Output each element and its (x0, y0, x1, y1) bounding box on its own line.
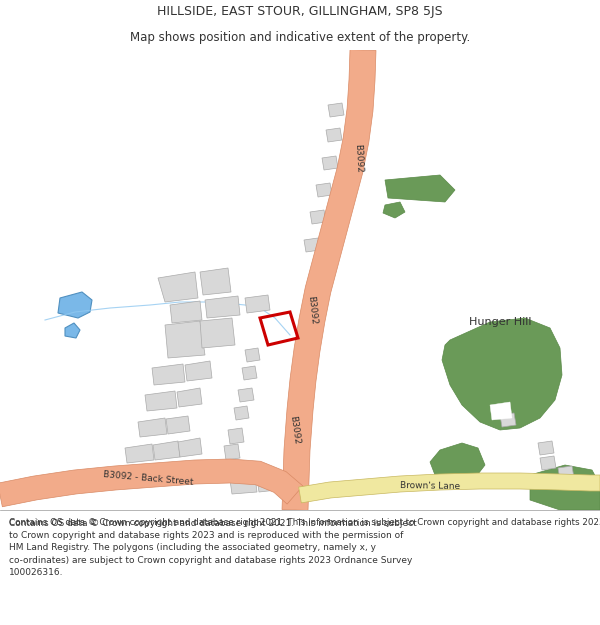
Polygon shape (310, 210, 326, 224)
Polygon shape (234, 406, 249, 420)
Polygon shape (316, 183, 332, 197)
Polygon shape (230, 477, 257, 494)
Polygon shape (205, 296, 240, 318)
Polygon shape (178, 438, 202, 457)
Polygon shape (242, 366, 257, 380)
Polygon shape (65, 323, 80, 338)
Text: B3092 - Back Street: B3092 - Back Street (103, 469, 193, 486)
Polygon shape (125, 444, 154, 463)
Polygon shape (228, 428, 244, 444)
Polygon shape (540, 456, 556, 470)
Polygon shape (326, 128, 342, 142)
Polygon shape (282, 49, 376, 511)
Polygon shape (257, 475, 277, 492)
Polygon shape (328, 103, 344, 117)
Polygon shape (385, 175, 455, 202)
Polygon shape (430, 443, 485, 482)
Polygon shape (322, 156, 338, 170)
Polygon shape (299, 473, 600, 503)
Polygon shape (304, 238, 320, 252)
Polygon shape (500, 413, 516, 427)
Polygon shape (200, 268, 231, 295)
Text: B3092: B3092 (306, 295, 318, 325)
Polygon shape (138, 418, 167, 437)
Polygon shape (0, 459, 303, 507)
Polygon shape (383, 202, 405, 218)
Polygon shape (166, 416, 190, 434)
Polygon shape (490, 402, 512, 420)
Polygon shape (530, 465, 600, 510)
Text: Contains OS data © Crown copyright and database right 2021. This information is : Contains OS data © Crown copyright and d… (9, 519, 417, 577)
Polygon shape (224, 444, 240, 460)
Polygon shape (177, 388, 202, 407)
Polygon shape (152, 364, 185, 385)
Text: B3092: B3092 (353, 143, 363, 172)
Polygon shape (170, 301, 202, 323)
Polygon shape (216, 461, 232, 476)
Polygon shape (200, 318, 235, 348)
Polygon shape (245, 295, 270, 313)
Text: HILLSIDE, EAST STOUR, GILLINGHAM, SP8 5JS: HILLSIDE, EAST STOUR, GILLINGHAM, SP8 5J… (157, 4, 443, 18)
Text: B3092: B3092 (289, 415, 301, 445)
Polygon shape (238, 388, 254, 402)
Polygon shape (235, 463, 252, 478)
Text: Brown's Lane: Brown's Lane (400, 481, 460, 491)
Text: Hunger Hill: Hunger Hill (469, 317, 531, 327)
Polygon shape (58, 292, 92, 318)
Polygon shape (185, 361, 212, 381)
Polygon shape (538, 441, 554, 455)
Polygon shape (245, 348, 260, 362)
Polygon shape (165, 321, 205, 358)
Text: Map shows position and indicative extent of the property.: Map shows position and indicative extent… (130, 31, 470, 44)
Polygon shape (145, 391, 177, 411)
Polygon shape (558, 466, 574, 480)
Polygon shape (442, 318, 562, 430)
Text: Contains OS data © Crown copyright and database right 2021. This information is : Contains OS data © Crown copyright and d… (9, 518, 600, 527)
Polygon shape (153, 441, 180, 460)
Polygon shape (158, 272, 198, 302)
